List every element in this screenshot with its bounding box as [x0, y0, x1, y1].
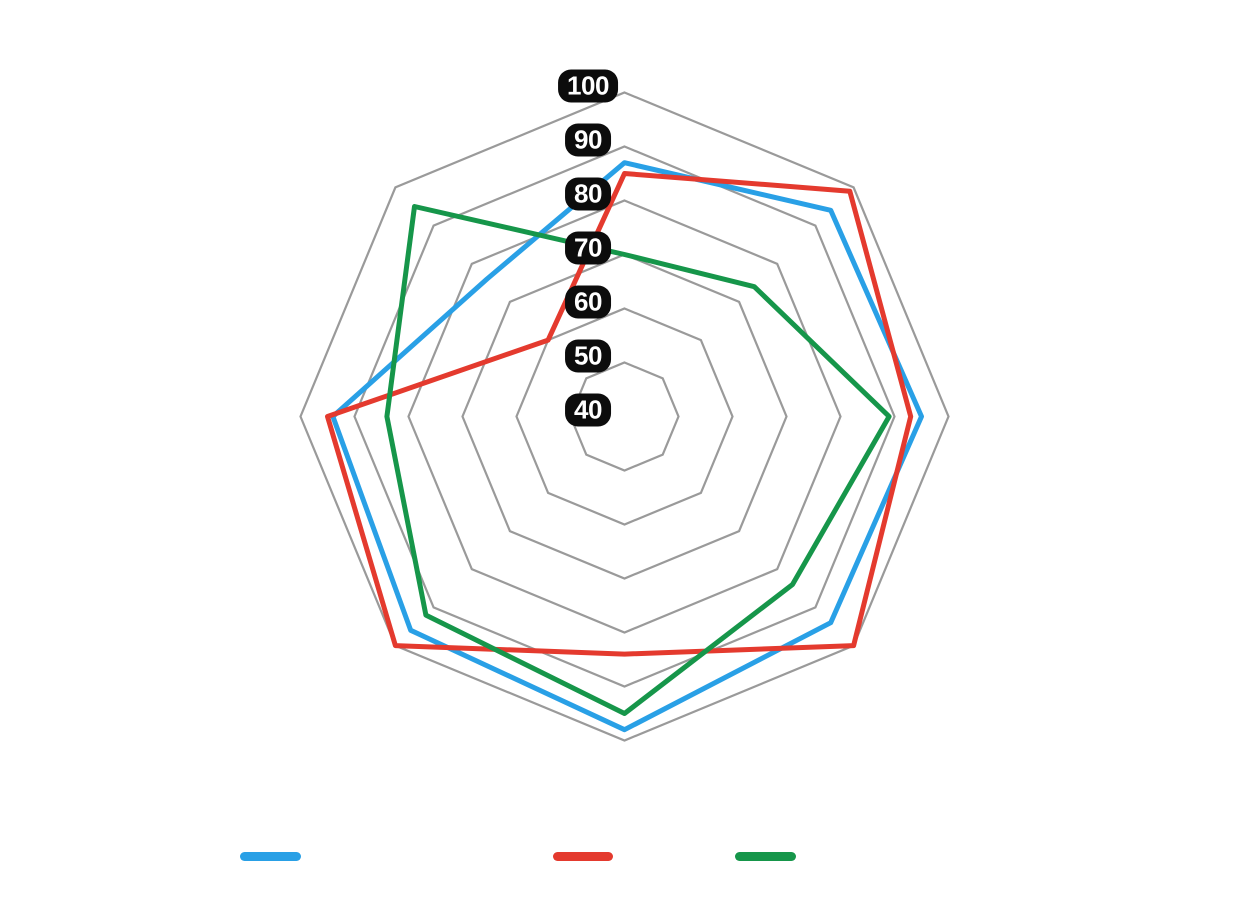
grid-rings	[299, 91, 950, 742]
grid-ring-80	[407, 199, 842, 634]
grid-ring-50	[569, 361, 680, 472]
tick-label-90: 90	[565, 123, 611, 157]
legend-swatch-series-blue[interactable]	[240, 852, 301, 861]
grid-ring-100	[299, 91, 950, 742]
grid-ring-90	[353, 145, 896, 688]
tick-label-50: 50	[565, 339, 611, 373]
tick-label-40: 40	[565, 393, 611, 427]
series-green-polygon	[384, 204, 892, 716]
tick-label-80: 80	[565, 177, 611, 211]
series-blue-polygon	[330, 160, 924, 733]
grid-ring-60	[515, 307, 734, 526]
series-polygons	[325, 160, 924, 733]
tick-label-70: 70	[565, 231, 611, 265]
grid-ring-70	[461, 253, 788, 580]
series-red-polygon	[325, 171, 914, 657]
tick-label-100: 100	[558, 69, 618, 103]
legend-swatch-series-red[interactable]	[553, 852, 613, 861]
legend-swatch-series-green[interactable]	[735, 852, 796, 861]
tick-label-60: 60	[565, 285, 611, 319]
